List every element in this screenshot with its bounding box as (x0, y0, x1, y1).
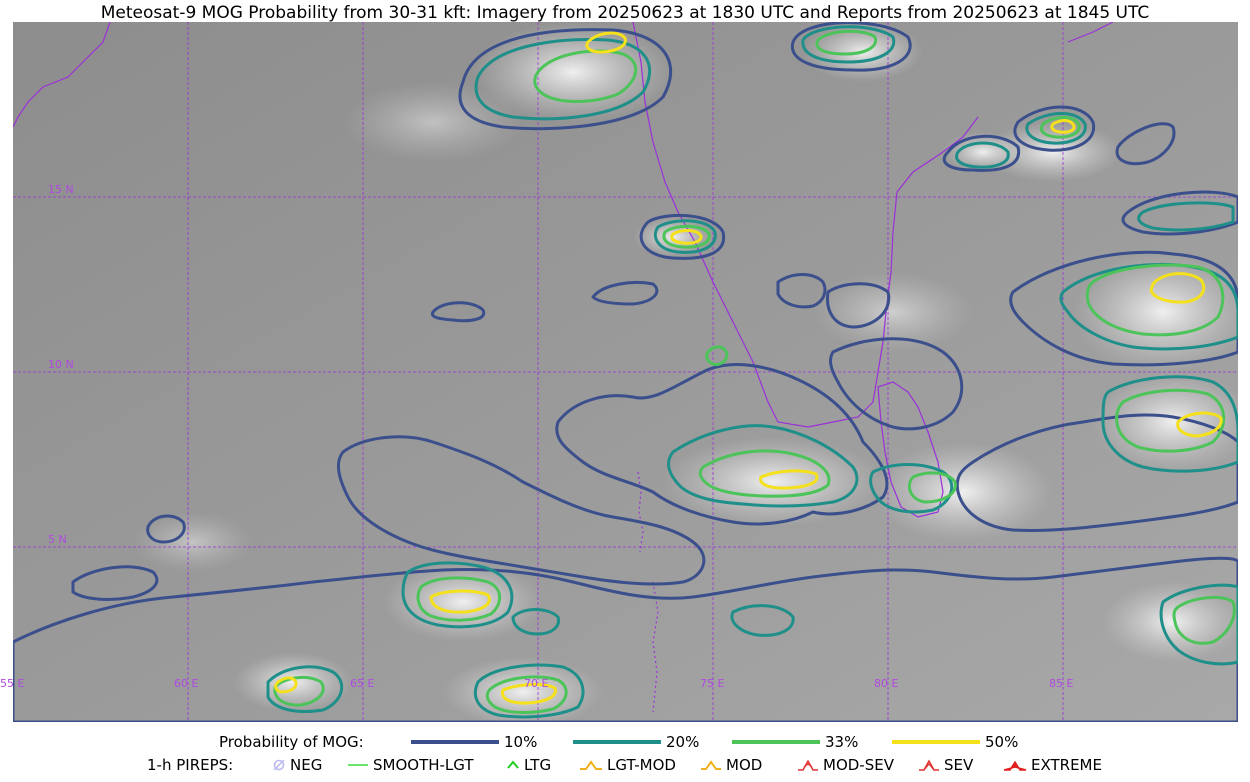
legend-level-33: 33% (732, 733, 858, 751)
ltg-icon (507, 760, 519, 769)
map-canvas (13, 22, 1238, 722)
mod-sev-icon (798, 759, 818, 771)
swatch-10pct (411, 740, 499, 744)
pirep-ltg: LTG (506, 756, 551, 774)
contours-33pct (273, 29, 1236, 714)
mod-icon (701, 760, 721, 770)
lat-label: 10 N (48, 358, 74, 371)
swatch-50pct (892, 740, 980, 744)
lon-label: 60 E (174, 677, 199, 690)
lat-label: 15 N (48, 183, 74, 196)
legend-level-50: 50% (892, 733, 1018, 751)
pirep-mod-sev: MOD-SEV (797, 756, 894, 774)
probability-legend-label: Probability of MOG: (219, 733, 364, 751)
coastlines (13, 22, 1114, 713)
swatch-33pct (732, 740, 820, 744)
sev-icon (919, 759, 939, 771)
pirep-mod: MOD (700, 756, 762, 774)
satellite-map (13, 22, 1238, 722)
lon-label: 70 E (524, 677, 549, 690)
legend-level-20: 20% (573, 733, 699, 751)
pirep-sev: SEV (918, 756, 973, 774)
pireps-legend-label: 1-h PIREPS: (147, 756, 234, 774)
neg-icon (273, 759, 285, 771)
lon-label: 85 E (1049, 677, 1074, 690)
pirep-extreme: EXTREME (1003, 756, 1102, 774)
gridlines (13, 22, 1238, 722)
lon-label: 55 E (0, 677, 25, 690)
smooth-lgt-icon (348, 764, 368, 766)
lat-label: 5 N (48, 533, 67, 546)
contours-50pct (274, 31, 1223, 705)
map-title: Meteosat-9 MOG Probability from 30-31 kf… (100, 3, 1150, 23)
lon-label: 65 E (350, 677, 375, 690)
legend-level-10: 10% (411, 733, 537, 751)
pirep-smooth-lgt: SMOOTH-LGT (347, 756, 474, 774)
contours-20pct (266, 25, 1238, 719)
swatch-20pct (573, 740, 661, 744)
extreme-icon (1003, 760, 1027, 771)
pirep-lgt-mod: LGT-MOD (579, 756, 676, 774)
contours-10pct (13, 22, 1238, 722)
lon-label: 80 E (874, 677, 899, 690)
pirep-neg: NEG (272, 756, 322, 774)
lon-label: 75 E (700, 677, 725, 690)
lgt-mod-icon (580, 760, 602, 770)
